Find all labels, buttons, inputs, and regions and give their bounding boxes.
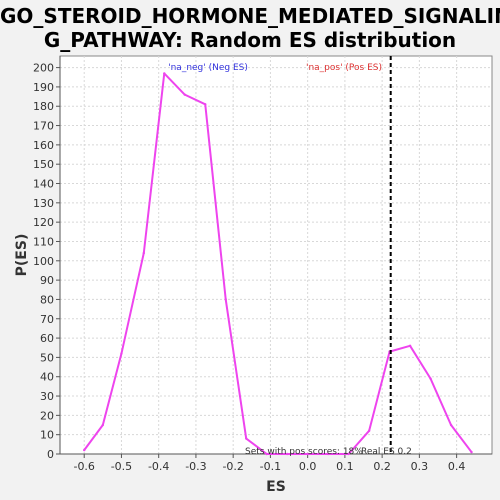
neg-es-label: 'na_neg' (Neg ES)	[168, 63, 248, 73]
y-tick-label: 200	[33, 62, 54, 75]
es-data-point	[224, 298, 227, 301]
y-tick-label: 100	[33, 255, 54, 268]
real-es-label: Real ES 0.2	[361, 447, 412, 457]
y-tick-label: 180	[33, 100, 54, 113]
es-data-point	[183, 93, 186, 96]
sets-pos-scores-label: Sets with pos scores: 18%	[245, 447, 363, 457]
y-tick-label: 0	[47, 448, 54, 461]
y-tick-label: 10	[40, 429, 54, 442]
es-data-point	[408, 344, 412, 348]
es-data-point	[470, 450, 473, 454]
es-data-point	[204, 103, 207, 106]
x-tick-label: 0.2	[373, 460, 391, 473]
y-tick-label: 150	[33, 158, 54, 171]
y-tick-label: 140	[33, 178, 54, 191]
es-data-point	[367, 429, 371, 433]
y-tick-label: 120	[33, 216, 54, 229]
y-tick-label: 30	[40, 390, 54, 403]
y-tick-label: 40	[40, 371, 54, 384]
y-tick-label: 160	[33, 139, 54, 152]
x-tick-label: 0.0	[299, 460, 317, 473]
plot-area	[59, 55, 493, 455]
x-tick-label: -0.4	[148, 460, 169, 473]
x-tick-label: 0.1	[336, 460, 354, 473]
x-axis-label: ES	[266, 479, 286, 495]
es-data-point	[83, 448, 86, 452]
es-data-point	[163, 72, 166, 75]
chart-title-line-2: G_PATHWAY: Random ES distribution	[43, 28, 457, 52]
es-data-point	[142, 251, 145, 255]
x-tick-label: -0.6	[73, 460, 94, 473]
y-tick-label: 170	[33, 120, 54, 133]
pos-es-label: 'na_pos' (Pos ES)	[306, 63, 382, 73]
y-tick-label: 90	[40, 274, 54, 287]
y-tick-label: 50	[40, 351, 54, 364]
x-tick-label: -0.5	[111, 460, 132, 473]
x-tick-label: -0.1	[260, 460, 281, 473]
x-tick-label: -0.3	[185, 460, 206, 473]
y-tick-label: 130	[33, 197, 54, 210]
y-tick-label: 20	[40, 409, 54, 422]
y-tick-label: 110	[33, 235, 54, 248]
es-distribution-line	[83, 72, 473, 455]
x-tick-label: 0.3	[411, 460, 429, 473]
es-data-point	[285, 452, 289, 456]
es-data-point	[306, 452, 309, 456]
es-data-point	[245, 437, 248, 440]
es-data-point	[120, 352, 123, 355]
x-tick-label: -0.2	[222, 460, 243, 473]
y-tick-label: 70	[40, 313, 54, 326]
y-tick-label: 80	[40, 293, 54, 306]
es-data-point	[265, 452, 268, 456]
x-tick-label: 0.4	[448, 460, 466, 473]
y-axis-label: P(ES)	[14, 234, 30, 277]
es-data-point	[449, 423, 453, 427]
y-tick-label: 190	[33, 81, 54, 94]
chart-title-line-1: GO_STEROID_HORMONE_MEDIATED_SIGNALIN	[0, 4, 500, 28]
es-data-point	[101, 423, 105, 427]
es-data-point	[326, 452, 330, 456]
es-data-point	[429, 377, 432, 380]
y-tick-label: 60	[40, 332, 54, 345]
es-data-point	[347, 452, 350, 456]
